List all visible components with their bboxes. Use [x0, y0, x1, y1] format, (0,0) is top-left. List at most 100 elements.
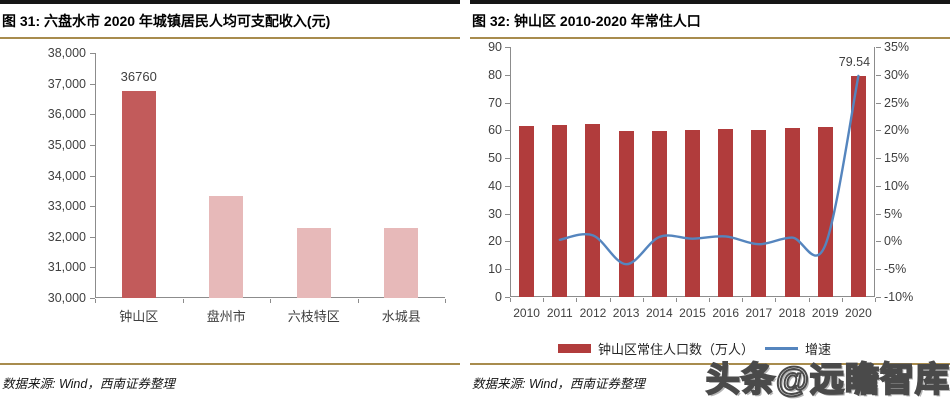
left-axis-label: 20: [488, 234, 502, 249]
y-axis-label: 33,000: [47, 199, 86, 214]
right-axis-tick: [876, 130, 881, 132]
y-axis-tick: [90, 53, 95, 54]
y-axis-label: 31,000: [47, 260, 86, 275]
y-axis-label: 32,000: [47, 229, 86, 244]
income-bar: [296, 227, 331, 298]
x-axis-tick: [543, 298, 545, 302]
figure-32-column: 图 32: 钟山区 2010-2020 年常住人口 90 80 70 60 50 40 30…: [470, 0, 950, 407]
left-axis-tick: [505, 130, 510, 132]
population-bar: [519, 125, 535, 297]
x-axis-label: 盘州市: [206, 309, 246, 324]
population-bar: [850, 76, 866, 297]
right-axis-tick: [876, 185, 881, 187]
x-axis-tick: [775, 298, 777, 302]
population-bar: [751, 129, 767, 297]
y-axis-tick: [90, 144, 95, 146]
income-bar: [209, 196, 244, 298]
legend-item-growth: 增速: [765, 340, 832, 357]
y-axis-label: 30,000: [47, 291, 86, 305]
right-axis-label: 5%: [884, 206, 903, 221]
left-axis-label: 90: [488, 40, 502, 54]
y-axis-label: 38,000: [47, 46, 86, 60]
y-axis-tick: [90, 175, 95, 177]
y-axis-tick: [90, 267, 95, 269]
right-axis-label: 0%: [884, 234, 903, 249]
x-axis-tick: [875, 298, 876, 302]
right-axis-tick: [876, 47, 881, 48]
x-axis-label: 钟山区: [119, 309, 159, 324]
left-axis-tick: [505, 102, 510, 104]
right-axis-label: -10%: [884, 290, 914, 304]
income-bar-chart: 38,000 37,000 36,000 35,000 34,000 33,000 32,0…: [0, 38, 460, 338]
x-axis-tick: [709, 298, 711, 302]
figure-31-source: 数据来源: Wind，西南证券整理: [0, 363, 460, 392]
y-axis-tick: [90, 83, 95, 85]
x-axis-tick: [95, 299, 96, 303]
x-axis-tick: [357, 299, 359, 303]
population-combo-chart: 90 80 70 60 50 40 30 20 10 0 35% 30% 25% 20% 15% 10% 5% 0…: [470, 38, 950, 338]
bar-value-label: 79.54: [838, 55, 871, 70]
right-axis-label: -5%: [884, 262, 907, 277]
bar-value-label: 36760: [120, 68, 157, 84]
right-axis-label: 15%: [884, 151, 910, 166]
x-axis-tick: [742, 298, 744, 302]
income-bar: [121, 90, 156, 298]
population-bar: [552, 125, 568, 297]
left-axis-tick: [505, 74, 510, 76]
toutiao-watermark: 头条@远瞻智库: [705, 360, 950, 400]
left-axis-label: 50: [488, 151, 502, 166]
x-axis-tick: [642, 298, 644, 302]
y-axis-tick: [90, 298, 95, 299]
left-axis-tick: [505, 158, 510, 160]
population-bar: [585, 124, 601, 297]
y-axis-tick: [90, 206, 95, 208]
x-axis-tick: [841, 298, 843, 302]
x-axis-label: 六枝特区: [287, 309, 340, 324]
right-axis-tick: [876, 74, 881, 76]
population-bar: [817, 127, 833, 297]
x-axis-tick: [445, 299, 446, 303]
y-axis-tick: [90, 236, 95, 238]
x-axis-tick: [182, 299, 184, 303]
y-axis-label: 34,000: [47, 168, 86, 183]
y-axis-tick: [90, 114, 95, 116]
x-axis-tick: [510, 298, 511, 302]
right-axis-label: 20%: [884, 123, 910, 138]
left-axis-tick: [505, 241, 510, 243]
x-axis-label: 2016: [712, 306, 740, 320]
left-axis-label: 80: [488, 67, 502, 82]
x-axis-label: 2011: [546, 306, 573, 320]
legend-item-population: 钟山区常住人口数（万人）: [558, 340, 754, 357]
right-axis-tick: [876, 297, 881, 298]
right-axis-tick: [876, 269, 881, 271]
x-axis-label: 2020: [845, 306, 872, 320]
line-series-label: 增速: [805, 341, 832, 357]
left-axis-tick: [505, 297, 510, 298]
growth-line-path: [558, 74, 860, 266]
figure-31-column: 图 31: 六盘水市 2020 年城镇居民人均可支配收入(元) 38,000 37…: [0, 0, 460, 407]
right-axis-tick: [876, 241, 881, 243]
x-axis-label: 2018: [778, 306, 806, 320]
x-axis-label: 2010: [513, 306, 540, 320]
right-axis-tick: [876, 102, 881, 104]
line-series-swatch: [765, 346, 798, 350]
left-axis-label: 30: [488, 206, 502, 221]
x-axis-tick: [808, 298, 810, 302]
x-axis-label: 2015: [679, 306, 706, 320]
x-axis-label: 2017: [745, 306, 773, 320]
y-axis-label: 35,000: [47, 137, 86, 152]
x-axis-tick: [609, 298, 611, 302]
population-bar: [685, 129, 700, 297]
left-axis-label: 70: [488, 95, 502, 110]
left-axis-label: 40: [488, 178, 502, 193]
population-bar: [784, 127, 800, 297]
x-axis-label: 2013: [612, 306, 640, 320]
x-axis-label: 2012: [579, 306, 607, 320]
figure-32-source: 数据来源: Wind，西南证券整理: [470, 363, 950, 392]
x-axis-label: 水城县: [381, 309, 421, 324]
x-axis-tick: [576, 298, 578, 302]
y-axis-label: 36,000: [47, 107, 86, 122]
left-axis-tick: [505, 269, 510, 271]
x-axis-tick: [270, 299, 271, 303]
